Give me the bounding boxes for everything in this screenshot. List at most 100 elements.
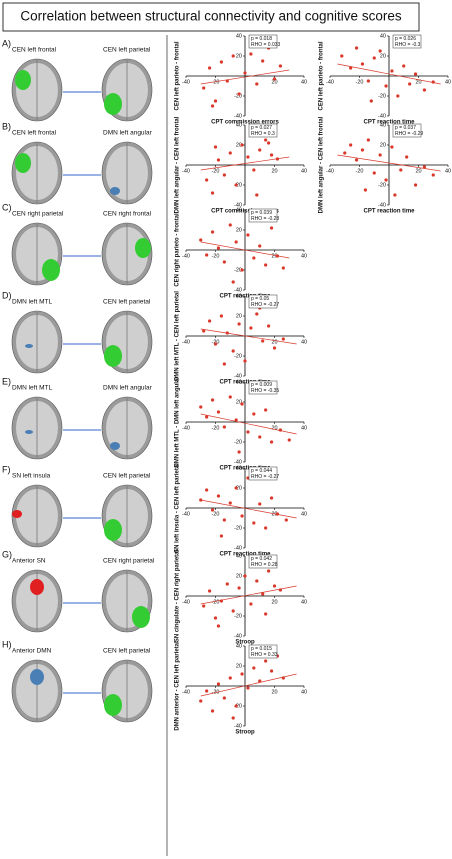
region-label: CEN left parietal [103, 299, 151, 306]
data-point [354, 46, 359, 50]
y-tick-label: -40 [234, 373, 242, 379]
data-point [366, 138, 370, 142]
fit-line [200, 156, 290, 171]
brain-region [25, 430, 33, 434]
x-axis-label: Stroop [235, 640, 255, 646]
data-point [222, 425, 226, 429]
fit-line [337, 154, 441, 172]
data-point [255, 312, 259, 316]
annotation: RHO = 0.033 [251, 42, 281, 48]
x-axis-label: CPT reaction time [219, 552, 271, 558]
y-tick-label: -20 [234, 353, 242, 359]
y-tick-label: 40 [236, 465, 242, 471]
data-point [408, 82, 412, 86]
data-point [360, 62, 365, 66]
data-point [378, 49, 382, 53]
data-point [213, 99, 218, 103]
y-axis-label: CEN right parieto - frontal [175, 213, 181, 287]
region-label: CEN right frontal [103, 211, 152, 218]
data-point [231, 54, 235, 58]
data-point [258, 244, 262, 248]
annotation: p = 0.037 [395, 125, 416, 131]
data-point [237, 92, 241, 96]
data-point [210, 191, 215, 195]
y-axis-label: CEN left parieto - frontal [319, 41, 325, 110]
data-point [205, 415, 209, 419]
y-tick-label: 40 [380, 33, 386, 39]
data-point [205, 488, 209, 492]
data-point [264, 263, 268, 267]
data-point [199, 405, 203, 409]
annotation: RHO = -0.27 [251, 474, 279, 480]
data-point [349, 66, 353, 70]
data-point [222, 518, 226, 522]
data-point [272, 584, 277, 588]
data-point [269, 440, 274, 444]
data-point [228, 223, 232, 227]
data-point [243, 574, 247, 578]
data-point [202, 604, 206, 608]
data-point [267, 569, 271, 573]
panel-label: C) [2, 202, 12, 212]
x-axis-label: CPT reaction time [363, 209, 415, 215]
data-point [281, 266, 285, 270]
x-tick-label: -20 [212, 599, 220, 605]
data-point [343, 151, 347, 155]
y-tick-label: -20 [234, 439, 242, 445]
fit-line [200, 413, 297, 435]
brain-region [104, 93, 122, 115]
brain-region [104, 345, 122, 367]
data-point [243, 359, 247, 363]
data-point [249, 52, 253, 56]
y-tick-label: -40 [234, 545, 242, 551]
x-tick-label: 40 [301, 689, 307, 695]
data-point [363, 188, 367, 192]
data-point [378, 153, 382, 157]
data-point [202, 329, 206, 333]
x-axis-label: CPT commission errors [211, 120, 279, 126]
brain-region [42, 259, 60, 281]
y-tick-label: -40 [234, 633, 242, 639]
data-point [264, 408, 268, 412]
data-point [396, 94, 400, 98]
data-point [213, 145, 218, 149]
data-point [287, 438, 291, 442]
data-point [255, 82, 259, 86]
region-label: SN left insula [12, 473, 51, 480]
data-point [210, 508, 215, 512]
x-tick-label: 20 [271, 511, 277, 517]
brain-region [30, 669, 44, 685]
data-point [222, 173, 226, 177]
data-point [255, 193, 259, 197]
y-tick-label: -20 [234, 267, 242, 273]
data-point [269, 496, 274, 500]
y-tick-label: -40 [378, 113, 386, 119]
data-point [269, 226, 274, 230]
x-tick-label: 40 [301, 339, 307, 345]
data-point [384, 84, 388, 88]
data-point [264, 138, 268, 142]
data-point [246, 430, 250, 434]
y-axis-label: SN cingulate - CEN right parietal [175, 550, 181, 643]
data-point [278, 64, 282, 68]
annotation-box [392, 123, 422, 138]
annotation-box [248, 34, 278, 49]
data-point [354, 158, 359, 162]
data-point [231, 280, 235, 284]
data-point [422, 88, 426, 92]
annotation-box [248, 380, 278, 395]
y-tick-label: 20 [236, 663, 242, 669]
y-tick-label: 20 [380, 53, 386, 59]
annotation: p = 0.044 [251, 468, 272, 474]
data-point [269, 153, 274, 157]
y-axis-label: SN left insula - CEN left parietal [175, 463, 181, 553]
data-point [369, 99, 373, 103]
x-tick-label: -20 [212, 79, 220, 85]
x-tick-label: -40 [182, 689, 190, 695]
data-point [267, 324, 271, 328]
x-tick-label: 40 [301, 253, 307, 259]
data-point [372, 56, 376, 60]
y-tick-label: -20 [378, 93, 386, 99]
fit-line [200, 241, 290, 259]
y-tick-label: -40 [234, 113, 242, 119]
